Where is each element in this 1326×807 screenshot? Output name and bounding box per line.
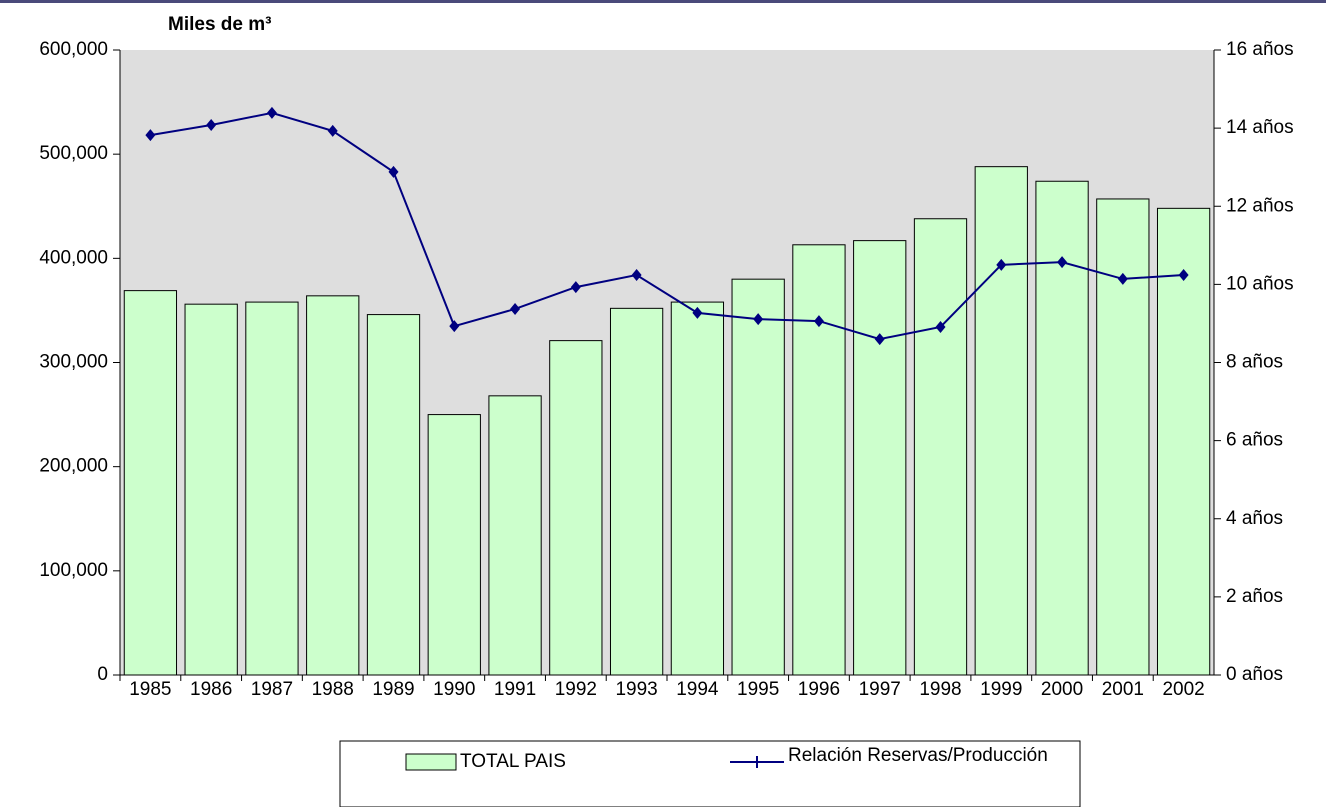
y-tick-label: 200,000: [39, 456, 108, 477]
x-tick-label: 1989: [372, 679, 414, 700]
x-tick-label: 1998: [919, 679, 961, 700]
x-tick-label: 1996: [798, 679, 840, 700]
bar: [731, 278, 785, 676]
point: [631, 269, 642, 281]
point: [935, 320, 946, 333]
y2-tick-label: 12 años: [1226, 195, 1294, 216]
point: [1057, 256, 1068, 269]
x-tick-label: 1995: [737, 679, 779, 700]
bar: [913, 218, 968, 676]
point: [692, 306, 703, 319]
bar: [609, 307, 664, 676]
bar: [184, 303, 238, 676]
bar: [306, 295, 360, 676]
y2-tick-label: 0 años: [1226, 664, 1283, 685]
y2-tick-label: 8 años: [1226, 352, 1283, 373]
point: [753, 313, 764, 326]
plot-area: [120, 50, 1214, 675]
x-tick-label: 1993: [615, 679, 657, 700]
point: [449, 320, 460, 333]
legend-label: Relación Reservas/Producción: [788, 745, 1048, 766]
bar: [549, 340, 603, 676]
point: [206, 119, 217, 131]
y2-tick-label: 2 años: [1226, 586, 1283, 607]
bar: [1156, 207, 1211, 676]
legend-swatch: [405, 753, 457, 771]
point: [145, 129, 156, 142]
point: [510, 302, 521, 315]
y2-tick-label: 14 años: [1226, 117, 1294, 138]
x-tick-label: 1991: [494, 679, 536, 700]
y-tick-label: 500,000: [39, 143, 108, 164]
x-tick-label: 2001: [1102, 679, 1144, 700]
y-axis-label: Miles de m³: [168, 14, 271, 35]
point: [1117, 272, 1128, 285]
bar: [366, 314, 421, 676]
y2-tick-label: 10 años: [1226, 273, 1294, 294]
bar: [1035, 180, 1089, 676]
bar: [427, 414, 481, 676]
point: [570, 281, 581, 294]
x-tick-label: 1987: [251, 679, 293, 700]
x-tick-label: 1994: [676, 679, 719, 700]
bar: [853, 240, 907, 676]
bar: [792, 244, 846, 676]
point: [996, 258, 1007, 271]
bar: [488, 395, 542, 676]
y2-tick-label: 16 años: [1226, 39, 1294, 60]
point: [813, 315, 824, 328]
bar: [245, 301, 299, 676]
bar: [974, 166, 1028, 676]
x-tick-label: 1997: [859, 679, 901, 700]
bar: [1096, 198, 1150, 676]
point: [874, 333, 885, 346]
point: [388, 165, 399, 178]
x-tick-label: 1986: [190, 679, 232, 700]
line: [150, 111, 1184, 341]
x-tick-label: 1990: [433, 679, 475, 700]
x-tick-label: 1999: [980, 679, 1022, 700]
point: [1178, 269, 1189, 281]
point: [266, 106, 277, 119]
y-tick-label: 0: [97, 664, 108, 685]
x-tick-label: 1988: [312, 679, 354, 700]
y-tick-label: 300,000: [39, 352, 108, 373]
y-tick-label: 100,000: [39, 560, 108, 581]
point: [327, 124, 338, 137]
bar: [123, 290, 178, 676]
x-tick-label: 2002: [1162, 679, 1204, 700]
y-tick-label: 600,000: [39, 39, 108, 60]
y2-tick-label: 4 años: [1226, 508, 1283, 529]
y-tick-label: 400,000: [39, 247, 108, 268]
bar: [670, 301, 725, 676]
x-tick-label: 2000: [1041, 679, 1083, 700]
legend-label: TOTAL PAIS: [460, 751, 566, 772]
y2-tick-label: 6 años: [1226, 430, 1283, 451]
legend-box: [339, 740, 1081, 807]
top-border: [0, 0, 1326, 3]
x-tick-label: 1992: [555, 679, 597, 700]
x-tick-label: 1985: [129, 679, 171, 700]
